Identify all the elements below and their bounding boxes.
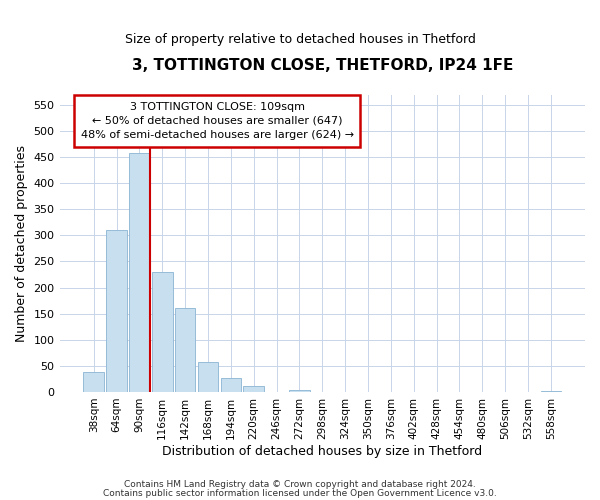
Text: Size of property relative to detached houses in Thetford: Size of property relative to detached ho… [125, 32, 475, 46]
X-axis label: Distribution of detached houses by size in Thetford: Distribution of detached houses by size … [162, 444, 482, 458]
Bar [83, 372, 104, 392]
Bar [152, 272, 173, 392]
Bar [129, 154, 150, 392]
Title: 3, TOTTINGTON CLOSE, THETFORD, IP24 1FE: 3, TOTTINGTON CLOSE, THETFORD, IP24 1FE [131, 58, 513, 72]
Bar [175, 308, 196, 392]
Text: Contains public sector information licensed under the Open Government Licence v3: Contains public sector information licen… [103, 488, 497, 498]
Bar [106, 230, 127, 392]
Bar [221, 378, 241, 392]
Text: Contains HM Land Registry data © Crown copyright and database right 2024.: Contains HM Land Registry data © Crown c… [124, 480, 476, 489]
Bar [198, 362, 218, 392]
Text: 3 TOTTINGTON CLOSE: 109sqm
← 50% of detached houses are smaller (647)
48% of sem: 3 TOTTINGTON CLOSE: 109sqm ← 50% of deta… [80, 102, 354, 140]
Bar [289, 390, 310, 392]
Bar [541, 391, 561, 392]
Y-axis label: Number of detached properties: Number of detached properties [15, 144, 28, 342]
Bar [244, 386, 264, 392]
